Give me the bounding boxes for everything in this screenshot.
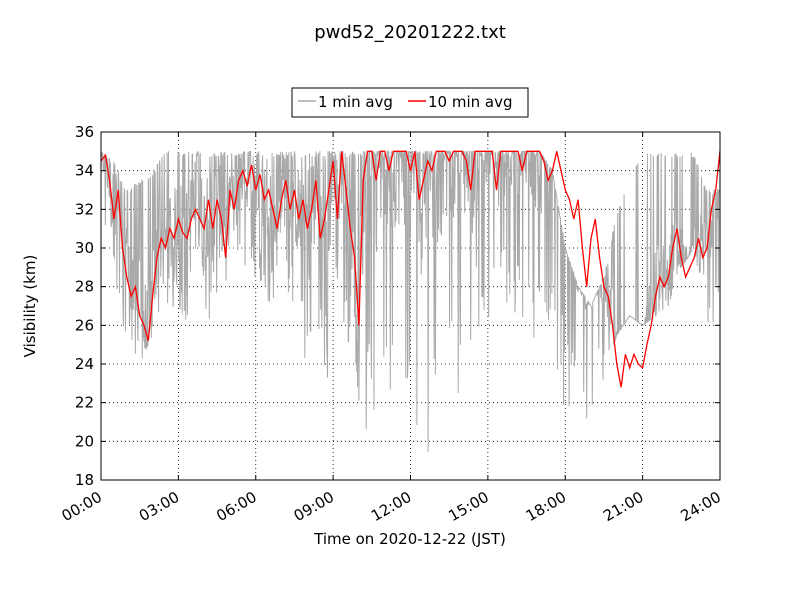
series-1min-avg (101, 149, 720, 452)
legend-label-1min: 1 min avg (318, 93, 393, 111)
chart-title: pwd52_20201222.txt (314, 22, 506, 43)
x-tick-label: 24:00 (678, 488, 724, 525)
y-tick-label: 28 (75, 278, 94, 296)
y-tick-label: 32 (75, 200, 94, 218)
legend-label-10min: 10 min avg (428, 93, 513, 111)
x-tick-label: 21:00 (600, 488, 646, 525)
plot-area (101, 149, 720, 452)
legend: 1 min avg 10 min avg (291, 87, 529, 118)
y-tick-label: 24 (75, 355, 94, 373)
y-tick-label: 34 (75, 162, 94, 180)
x-axis-label: Time on 2020-12-22 (JST) (313, 530, 506, 548)
x-tick-label: 15:00 (445, 488, 491, 525)
y-tick-label: 18 (75, 471, 94, 489)
x-tick-label: 18:00 (523, 488, 569, 525)
y-tick-label: 20 (75, 432, 94, 450)
x-tick-label: 03:00 (136, 488, 182, 525)
x-tick-label: 06:00 (213, 488, 259, 525)
y-axis-label: Visibility (km) (21, 255, 39, 358)
y-tick-label: 22 (75, 394, 94, 412)
x-tick-label: 00:00 (59, 488, 105, 525)
x-tick-label: 12:00 (368, 488, 414, 525)
legend-box (291, 87, 529, 118)
series-10min-avg (101, 150, 720, 388)
y-tick-label: 30 (75, 239, 94, 257)
y-tick-label: 26 (75, 316, 94, 334)
x-tick-label: 09:00 (291, 488, 337, 525)
y-tick-label: 36 (75, 123, 94, 141)
y-axis: 18 20 22 24 26 28 30 32 34 36 (75, 123, 720, 489)
